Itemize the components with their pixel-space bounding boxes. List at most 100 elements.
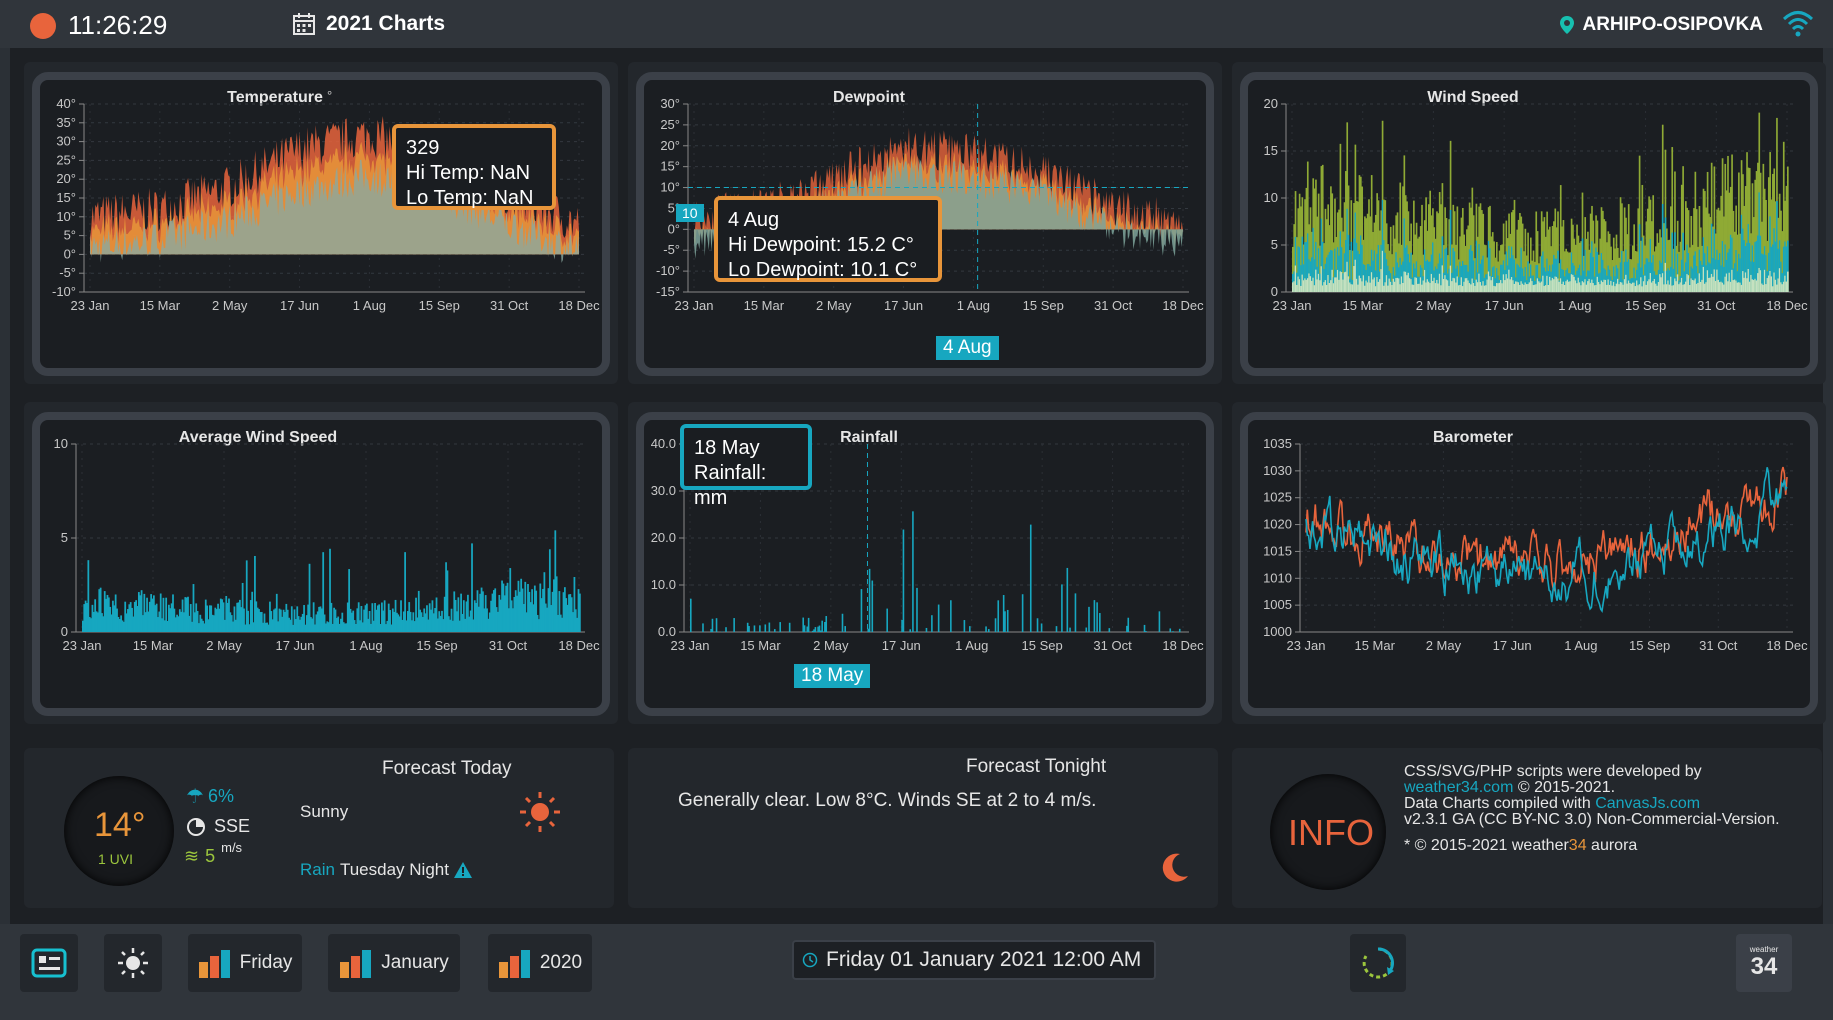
gust-bar xyxy=(1495,242,1498,292)
dewpoint-chart[interactable]: Dewpoint 30° 25° 20° 15° 10° 5° 0° -5° -10° -15° 23… xyxy=(636,72,1214,376)
rain-bar xyxy=(867,628,870,632)
avg-wind-bar xyxy=(468,616,471,632)
gust-bar xyxy=(1765,199,1767,292)
january-charts-button[interactable]: January xyxy=(328,934,460,992)
tooltip-hi: Hi Dewpoint: 15.2 C° xyxy=(728,234,914,256)
avg-wind-bar xyxy=(512,608,514,632)
x-tick-label: 2 May xyxy=(212,298,248,313)
compass-icon xyxy=(187,817,205,836)
wind-bar xyxy=(1297,246,1300,292)
wind-bar xyxy=(1320,218,1323,292)
gust-bar xyxy=(1376,193,1378,292)
wind-bar xyxy=(1720,265,1723,292)
avg-wind-bar xyxy=(161,618,163,632)
low-wind-bar xyxy=(1665,284,1668,292)
low-wind-bar xyxy=(1725,273,1728,292)
avg-wind-bar xyxy=(273,609,275,632)
barometer-chart[interactable]: Barometer 1035 1030 1025 1020 1015 1010 1005 100… xyxy=(1240,412,1818,716)
gust-bar xyxy=(1359,176,1362,292)
forecast-tonight-panel: Forecast Tonight Generally clear. Low 8°… xyxy=(628,748,1218,908)
wind-bar xyxy=(1589,252,1592,292)
gust-bar xyxy=(1399,182,1402,292)
avg-wind-bar xyxy=(236,602,239,632)
datetime-display: Friday 01 January 2021 12:00 AM xyxy=(792,940,1156,980)
avg-wind-bar xyxy=(121,620,124,632)
rain-bar xyxy=(818,625,821,632)
wind-bar xyxy=(1383,240,1385,292)
gust-bar xyxy=(1606,242,1608,292)
low-wind-bar xyxy=(1750,274,1752,292)
avg-wind-bar xyxy=(113,605,116,632)
low-wind-bar xyxy=(1631,282,1634,292)
wind-bar xyxy=(1387,265,1389,292)
avg-wind-bar xyxy=(562,592,565,632)
temperature-chart[interactable]: Temperature ° 40° 35° 30° 25° 20° 15° 10° 5° 0° -5°… xyxy=(32,72,610,376)
wind-bar xyxy=(1328,252,1331,292)
low-wind-bar xyxy=(1379,279,1381,292)
wind_speed-title: Wind Speed xyxy=(1427,89,1518,106)
avg-wind-bar xyxy=(568,594,570,632)
wind-bar xyxy=(1762,254,1765,292)
low-wind-bar xyxy=(1617,278,1619,292)
wind-bar xyxy=(1664,217,1667,292)
moon-icon xyxy=(1162,853,1188,882)
y-tick-label: 10° xyxy=(660,180,680,195)
dashboard-button[interactable] xyxy=(20,934,78,992)
refresh-button[interactable] xyxy=(1350,934,1406,992)
y-tick-label: 25° xyxy=(660,117,680,132)
low-wind-bar xyxy=(1316,279,1319,292)
gust-bar xyxy=(1325,219,1328,292)
low-wind-bar xyxy=(1603,279,1606,292)
wind-bar xyxy=(1369,266,1372,292)
avg-wind-bar xyxy=(462,600,465,632)
avg-wind-bar xyxy=(224,619,226,632)
gust-bar xyxy=(1770,199,1773,292)
wind-bar xyxy=(1325,257,1328,292)
friday-charts-button[interactable]: Friday xyxy=(188,934,302,992)
wind-bar xyxy=(1396,262,1399,292)
wind-bar xyxy=(1494,278,1497,292)
info-link1[interactable]: weather34.com xyxy=(1404,779,1514,796)
gust-bar xyxy=(1592,220,1595,292)
rain-bar xyxy=(711,618,714,632)
rain-bar xyxy=(985,626,987,632)
low-wind-bar xyxy=(1748,281,1751,292)
rainfall-chart[interactable]: Rainfall 40.0 30.0 20.0 10.0 0.0 23 Jan 15 Mar 2… xyxy=(636,412,1214,716)
avg-wind-bar xyxy=(264,622,267,632)
gust-bar xyxy=(1370,175,1373,292)
avg-wind-chart[interactable]: Average Wind Speed 10 5 0 23 Jan 15 Mar 2 May 1… xyxy=(32,412,610,716)
info-line4c: aurora xyxy=(1586,837,1638,854)
gust-bar xyxy=(1300,206,1302,292)
low-wind-bar xyxy=(1304,278,1306,292)
info-link2[interactable]: CanvasJs.com xyxy=(1595,795,1701,812)
wind-bar xyxy=(1434,266,1437,292)
gust-bar xyxy=(1317,193,1320,292)
rain-bar xyxy=(702,623,704,632)
y-tick-label: 10 xyxy=(1264,190,1278,205)
wind-bar xyxy=(1559,259,1562,292)
low-wind-bar xyxy=(1592,283,1595,292)
gust-bar xyxy=(1306,161,1309,292)
gust-bar xyxy=(1330,186,1332,292)
wind-bar xyxy=(1413,263,1415,292)
low-wind-bar xyxy=(1770,276,1773,292)
low-wind-bar xyxy=(1521,283,1524,292)
wind-bar xyxy=(1557,250,1559,292)
low-wind-bar xyxy=(1698,273,1701,292)
low-wind-bar xyxy=(1581,281,1584,292)
x-tick-label: 18 Dec xyxy=(1162,638,1204,653)
year-2020-charts-button[interactable]: 2020 xyxy=(488,934,592,992)
low-wind-bar xyxy=(1418,283,1421,292)
wind-speed-chart[interactable]: Wind Speed 20 15 10 5 0 23 Jan 15 Mar 2 May 17 Ju… xyxy=(1240,72,1818,376)
gust-bar xyxy=(1546,211,1548,292)
theme-toggle-button[interactable] xyxy=(104,934,162,992)
x-tick-label: 23 Jan xyxy=(1286,638,1325,653)
dewpoint-x-badge: 4 Aug xyxy=(936,336,999,360)
gust-bar xyxy=(1447,255,1449,292)
weather34-badge[interactable]: weather 34 xyxy=(1736,934,1792,992)
wind-bar xyxy=(1481,259,1483,292)
avg-wind-bar xyxy=(555,576,558,632)
rainfall-tooltip: 18 May Rainfall: mm xyxy=(680,424,812,509)
wind-bar xyxy=(1508,245,1510,292)
wind-bar xyxy=(1521,268,1524,292)
